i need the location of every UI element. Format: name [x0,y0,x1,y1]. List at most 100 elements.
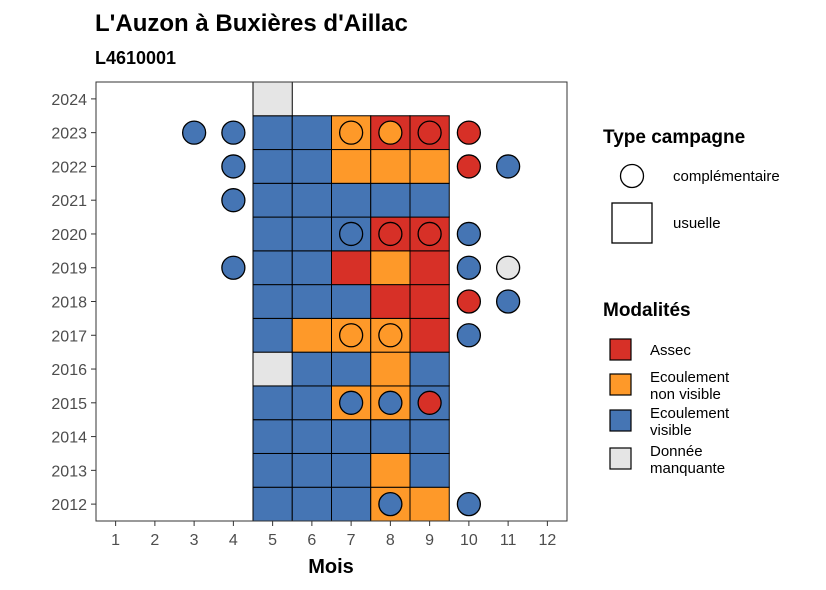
point-2023-4 [221,120,246,145]
y-tick-label-2020: 2020 [51,227,87,244]
point-2020-9 [417,221,442,247]
tile-2021-9 [409,182,450,218]
tile-2024-5 [252,81,293,117]
x-tick-label-4: 4 [229,532,238,549]
point-2012-8 [378,491,403,517]
tile-2018-8 [370,284,411,319]
legend-fill-label-3-1: manquante [650,460,725,477]
y-tick-label-2022: 2022 [51,159,87,176]
tile-2021-8 [370,182,411,218]
tile-2012-6 [291,486,332,522]
y-tick-label-2024: 2024 [51,92,87,109]
tile-2022-6 [291,149,332,184]
point-2017-7 [338,323,364,348]
tile-2019-5 [252,250,293,286]
tile-2018-9 [409,284,450,319]
tile-2013-8 [370,452,411,488]
tile-2013-6 [291,452,332,488]
point-2018-11 [495,289,521,314]
point-2023-8 [378,120,403,145]
tile-2018-6 [291,284,332,319]
legend-fill-label-2-0: Ecoulement [650,405,730,422]
legend-fill-swatch-3 [609,447,632,470]
tile-2012-5 [252,486,293,522]
x-tick-label-12: 12 [538,532,556,549]
point-2020-10 [456,221,482,247]
point-2019-10 [456,255,482,280]
point-2023-10 [456,120,482,145]
tile-2014-6 [291,419,332,454]
tile-2013-7 [331,452,372,488]
point-2019-11 [495,255,521,280]
y-tick-label-2013: 2013 [51,463,87,480]
y-tick-label-2012: 2012 [51,497,87,514]
tile-2016-8 [370,351,411,387]
tile-2019-8 [370,250,411,286]
x-tick-label-6: 6 [307,532,316,549]
tile-2014-5 [252,419,293,454]
tile-2014-8 [370,419,411,454]
tile-2013-9 [409,452,450,488]
tile-2023-6 [291,115,332,151]
tile-2016-7 [331,351,372,387]
point-2018-10 [456,289,482,314]
x-tick-label-2: 2 [150,532,159,549]
legend-fill-swatch-0 [609,338,632,361]
tile-2016-5 [252,351,293,387]
tile-2012-7 [331,486,372,522]
tile-2016-6 [291,351,332,387]
x-tick-label-5: 5 [268,532,277,549]
point-2022-4 [221,154,246,179]
point-2020-8 [378,221,403,247]
x-axis: 1 2 3 4 5 6 7 8 9 10 11 12 [111,521,556,549]
legend-square-swatch [611,202,653,244]
x-axis-title: Mois [308,556,354,578]
legend-fill-label-2-1: visible [650,422,692,439]
legend-circle-swatch [619,163,645,189]
legend-fill-label-1-1: non visible [650,386,721,403]
point-2017-8 [378,323,403,348]
tile-2021-6 [291,182,332,218]
tile-2019-9 [409,250,450,286]
tile-2023-5 [252,115,293,151]
x-tick-label-8: 8 [386,532,395,549]
tile-2015-5 [252,385,293,421]
point-2023-7 [338,120,364,145]
x-tick-label-7: 7 [347,532,356,549]
tile-2017-6 [291,317,332,353]
point-2019-4 [221,255,246,280]
tile-2022-9 [409,149,450,184]
point-2012-10 [456,491,482,517]
x-tick-label-9: 9 [425,532,434,549]
tile-2018-5 [252,284,293,319]
legend-fill-swatch-1 [609,373,632,396]
tile-2016-9 [409,351,450,387]
y-axis: 2012 2013 2014 2015 2016 2017 2018 2019 2020 2021… [51,92,96,514]
tile-2013-5 [252,452,293,488]
tile-2020-6 [291,216,332,252]
point-2022-11 [495,154,521,179]
point-2015-7 [338,390,364,415]
legend-type-campagne: Type campagne complémentaire usuelle [603,127,780,244]
y-tick-label-2017: 2017 [51,328,87,345]
y-tick-label-2015: 2015 [51,396,87,413]
legend-fill-label-1-0: Ecoulement [650,369,730,386]
tile-2012-9 [409,486,450,522]
legend-fill-label-3-0: Donnée [650,443,703,460]
tile-2021-7 [331,182,372,218]
tile-2019-6 [291,250,332,286]
tile-2014-7 [331,419,372,454]
legend-shape-title: Type campagne [603,127,745,148]
point-2022-10 [456,154,482,179]
x-tick-label-3: 3 [190,532,199,549]
y-tick-label-2014: 2014 [51,430,87,447]
point-2023-9 [417,120,442,145]
point-2020-7 [338,221,364,247]
legend-fill-swatch-2 [609,409,632,432]
tile-2014-9 [409,419,450,454]
tile-2022-7 [331,149,372,184]
x-tick-label-1: 1 [111,532,120,549]
point-2015-8 [378,390,403,415]
